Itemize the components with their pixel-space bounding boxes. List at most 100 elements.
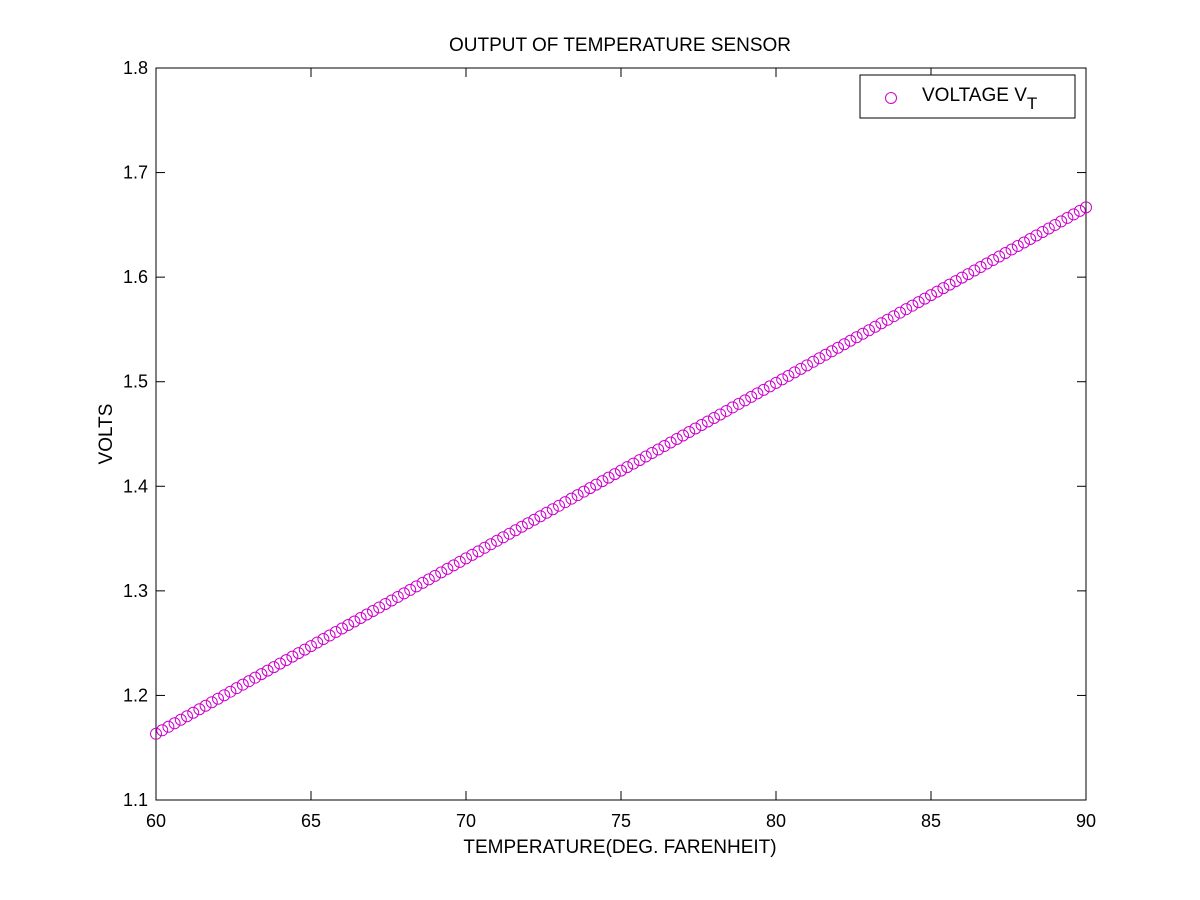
data-point [193, 703, 206, 716]
data-point [677, 429, 689, 442]
data-point [1049, 218, 1061, 231]
data-point [832, 341, 844, 354]
data-point [323, 629, 336, 642]
data-point [342, 619, 355, 632]
y-tick-label: 1.2 [123, 685, 148, 705]
data-point [633, 454, 646, 467]
x-tick-label: 75 [611, 811, 631, 831]
data-point [602, 471, 615, 484]
data-point [528, 513, 541, 526]
data-point [906, 299, 919, 312]
data-point [726, 401, 739, 414]
y-tick-label: 1.7 [123, 163, 148, 183]
data-point [869, 320, 882, 333]
data-point [1080, 201, 1092, 214]
data-point [305, 640, 317, 653]
y-tick-label: 1.8 [123, 58, 148, 78]
data-point [280, 654, 293, 667]
data-point [168, 717, 181, 730]
data-point [416, 576, 429, 589]
data-point [404, 583, 417, 596]
data-point [174, 713, 187, 726]
y-tick-label: 1.6 [123, 267, 148, 287]
data-point [708, 411, 720, 424]
data-point [918, 292, 931, 305]
data-point [422, 573, 435, 586]
data-point [751, 387, 764, 400]
data-point [472, 545, 485, 558]
data-point [615, 464, 627, 477]
data-point [317, 633, 330, 646]
data-point [993, 250, 1006, 263]
data-point [515, 520, 528, 533]
data-point [311, 636, 324, 649]
data-point [807, 355, 820, 368]
data-point [565, 492, 578, 505]
data-point [181, 710, 193, 723]
data-point [336, 622, 348, 635]
y-tick-labels: 1.1 1.2 1.3 1.4 1.5 1.6 1.7 1.8 [123, 58, 148, 810]
data-point [243, 675, 255, 688]
data-point [900, 303, 913, 316]
data-point [956, 271, 968, 284]
legend-label: VOLTAGE VT [922, 85, 1037, 113]
data-point [298, 643, 311, 656]
y-tick-label: 1.3 [123, 581, 148, 601]
data-point [509, 524, 522, 537]
data-point [850, 331, 863, 344]
data-point [460, 552, 472, 565]
data-point [794, 362, 807, 375]
data-point [689, 422, 702, 435]
data-point [999, 247, 1012, 260]
data-point [925, 289, 937, 302]
data-point [571, 489, 584, 502]
data-point [212, 692, 224, 705]
data-point [788, 366, 801, 379]
x-tick-labels: 60 65 70 75 80 85 90 [146, 811, 1096, 831]
data-point [1030, 229, 1043, 242]
data-point [255, 668, 268, 681]
data-point [218, 689, 231, 702]
data-point [1024, 232, 1037, 245]
data-point [534, 510, 547, 523]
data-point [522, 517, 534, 530]
x-tick-label: 65 [301, 811, 321, 831]
data-point [819, 348, 832, 361]
data-point [429, 569, 441, 582]
legend-label-subscript: T [1027, 94, 1037, 113]
data-point [379, 597, 392, 610]
data-point [912, 296, 925, 309]
data-point [838, 338, 851, 351]
data-point [949, 275, 962, 288]
axis-ticks [155, 67, 1087, 801]
data-point [894, 306, 906, 319]
data-point [968, 264, 981, 277]
data-point [385, 594, 398, 607]
data-point [987, 254, 999, 267]
data-point [695, 418, 708, 431]
data-point [844, 334, 857, 347]
data-point [596, 475, 609, 488]
data-point [1011, 240, 1024, 252]
legend: VOLTAGE VT [859, 74, 1076, 119]
x-tick-label: 90 [1076, 811, 1096, 831]
x-axis-label: TEMPERATURE(DEG. FARENHEIT) [463, 837, 776, 858]
data-point [391, 590, 404, 603]
y-axis-label: VOLTS [96, 404, 117, 465]
data-point [267, 661, 280, 674]
data-point [801, 359, 813, 372]
data-point [329, 626, 342, 639]
data-point [714, 408, 727, 421]
data-point [236, 678, 249, 691]
x-tick-label: 60 [146, 811, 166, 831]
data-point [540, 506, 553, 519]
data-point [943, 278, 956, 291]
data-point [224, 685, 237, 698]
data-point [484, 538, 497, 551]
data-point [639, 450, 652, 463]
data-point [763, 380, 776, 393]
data-point [150, 727, 162, 740]
data-point [974, 261, 987, 274]
data-point [497, 531, 510, 544]
data-point [720, 404, 733, 417]
